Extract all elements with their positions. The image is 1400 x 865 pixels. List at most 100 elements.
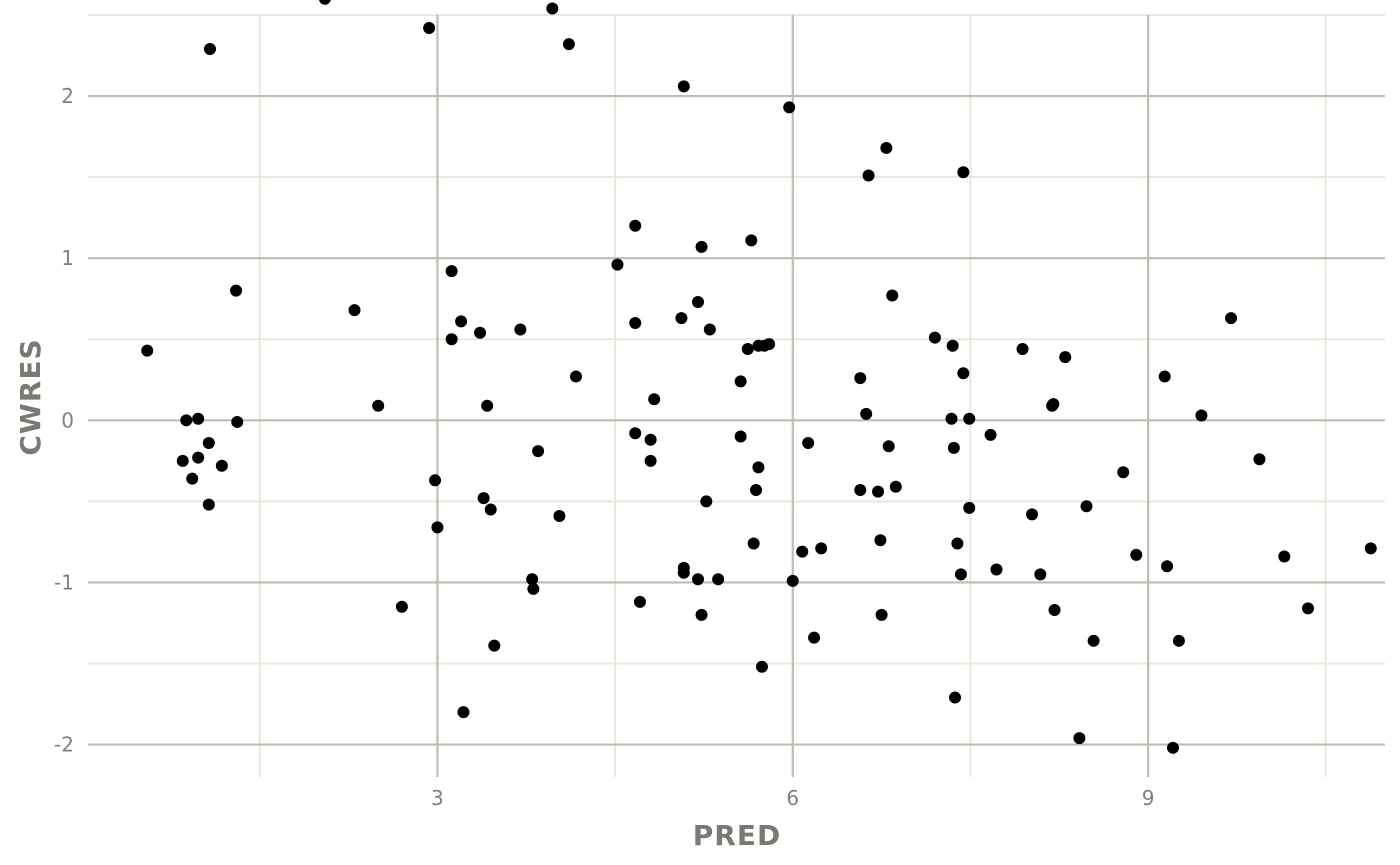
- data-point: [695, 608, 708, 621]
- x-tick-label: 6: [786, 786, 799, 810]
- data-point: [984, 428, 997, 441]
- data-point: [180, 414, 193, 427]
- data-point: [629, 427, 642, 440]
- data-point: [695, 240, 708, 253]
- data-point: [786, 574, 799, 587]
- data-point: [319, 0, 331, 5]
- y-tick-label: -1: [54, 570, 74, 594]
- data-point: [611, 258, 624, 271]
- data-point: [1117, 466, 1130, 479]
- data-point: [514, 323, 527, 336]
- data-point: [526, 573, 539, 586]
- data-point: [1048, 604, 1061, 617]
- data-point: [802, 437, 815, 450]
- y-axis-title: CWRES: [14, 338, 47, 455]
- data-point: [1059, 351, 1072, 364]
- data-point: [1073, 732, 1086, 745]
- data-point: [945, 412, 958, 425]
- data-point: [1364, 542, 1377, 555]
- data-point: [874, 534, 887, 547]
- y-tick-label: 0: [61, 408, 74, 432]
- data-point: [644, 454, 657, 467]
- data-point: [1016, 342, 1029, 355]
- y-tick-label: 2: [61, 84, 74, 108]
- data-point: [429, 474, 442, 487]
- data-point: [1195, 409, 1208, 422]
- y-axis-tick-labels: -2 -1 0 1 2: [54, 84, 74, 757]
- data-point: [1161, 560, 1174, 573]
- data-point: [947, 441, 960, 454]
- data-point: [675, 312, 688, 325]
- data-point: [372, 399, 385, 412]
- data-point: [484, 503, 497, 516]
- data-point: [752, 461, 765, 474]
- data-point: [231, 415, 244, 428]
- data-point: [648, 393, 661, 406]
- data-point: [204, 43, 217, 56]
- data-point: [796, 545, 809, 558]
- data-point: [692, 573, 705, 586]
- x-tick-label: 9: [1142, 786, 1155, 810]
- data-point: [990, 563, 1003, 576]
- data-point: [862, 169, 875, 182]
- data-point: [963, 501, 976, 514]
- data-point: [928, 331, 941, 344]
- data-point: [546, 2, 559, 15]
- data-point: [815, 542, 828, 555]
- data-point: [951, 537, 964, 550]
- data-point: [1087, 634, 1100, 647]
- data-point: [230, 284, 243, 297]
- data-point: [474, 326, 487, 339]
- data-point: [192, 412, 205, 425]
- data-point: [633, 595, 646, 608]
- data-point: [755, 660, 768, 673]
- data-point: [854, 372, 867, 385]
- data-point: [1172, 634, 1185, 647]
- data-point: [692, 295, 705, 308]
- data-point: [532, 445, 545, 458]
- data-point: [192, 451, 205, 464]
- data-point: [741, 342, 754, 355]
- data-point: [445, 333, 458, 346]
- data-point: [1034, 568, 1047, 581]
- x-axis-tick-labels: 3 6 9: [431, 786, 1154, 810]
- data-point: [629, 317, 642, 330]
- data-point: [1302, 602, 1315, 615]
- data-point: [880, 141, 893, 154]
- data-point: [481, 399, 494, 412]
- data-point: [875, 608, 888, 621]
- data-point: [712, 573, 725, 586]
- data-point: [750, 484, 763, 497]
- data-point: [745, 234, 758, 247]
- data-point: [488, 639, 501, 652]
- data-point: [854, 484, 867, 497]
- data-point: [445, 265, 458, 278]
- data-point: [763, 338, 776, 351]
- data-point: [882, 440, 895, 453]
- data-point: [1158, 370, 1171, 383]
- data-point: [562, 38, 575, 51]
- data-point: [1278, 550, 1291, 563]
- data-point: [186, 472, 199, 485]
- data-point: [1225, 312, 1238, 325]
- y-tick-label: 1: [61, 246, 74, 270]
- data-point: [570, 370, 583, 383]
- data-point: [703, 323, 716, 336]
- minor-gridlines: [88, 14, 1385, 777]
- data-point: [477, 492, 490, 505]
- data-point: [734, 375, 747, 388]
- x-tick-label: 3: [431, 786, 444, 810]
- data-point: [527, 582, 540, 595]
- data-point: [644, 433, 657, 446]
- data-point: [431, 521, 444, 534]
- data-point: [202, 498, 215, 511]
- data-point: [553, 509, 566, 522]
- data-point: [455, 315, 468, 328]
- data-point: [700, 495, 713, 508]
- data-point: [1166, 741, 1179, 754]
- data-point: [963, 412, 976, 425]
- data-point: [808, 631, 821, 644]
- data-point: [1130, 548, 1143, 561]
- data-point: [629, 219, 642, 232]
